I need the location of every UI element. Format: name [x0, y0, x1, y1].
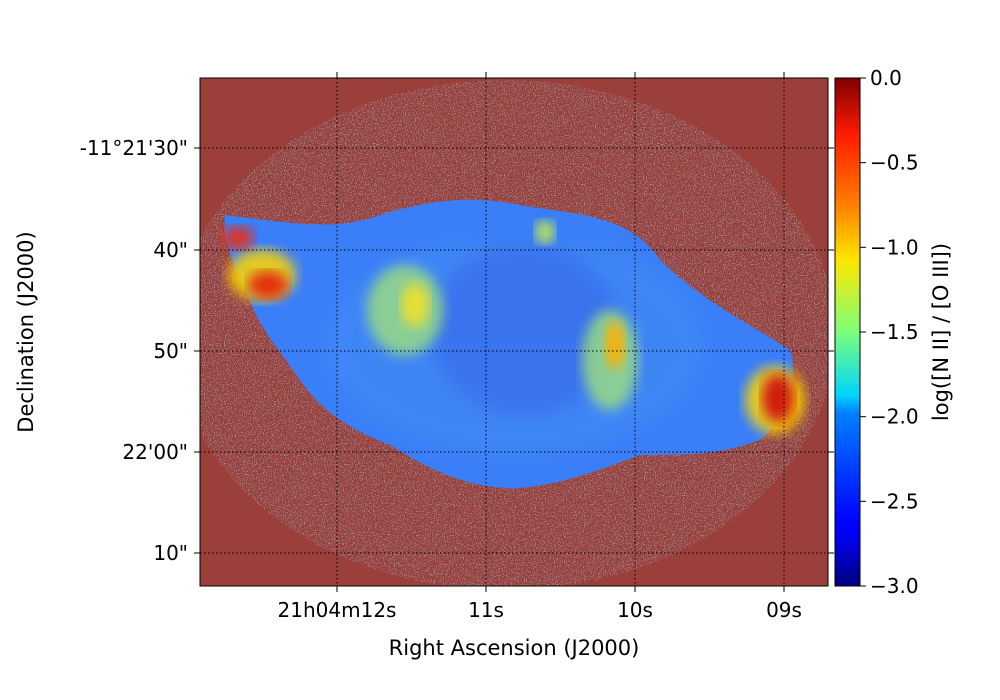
x-tick-label: 11s	[468, 598, 504, 622]
x-axis-label: Right Ascension (J2000)	[389, 636, 640, 660]
x-tick-label: 09s	[766, 598, 802, 622]
colorbar-tick-label: −2.5	[870, 489, 919, 513]
knot-north	[535, 220, 555, 244]
heatmap-plot-area: 21h04m12s 11s 10s 09s -11°21'30" 40" 50" 22'00…	[14, 72, 834, 660]
y-tick-label: 40"	[153, 238, 188, 262]
knot-west-outer	[762, 374, 794, 422]
colorbar-ticks: 0.0 −0.5 −1.0 −1.5 −2.0 −2.5 −3.0	[860, 66, 919, 598]
x-axis: 21h04m12s 11s 10s 09s	[278, 72, 802, 622]
filament-west-peak	[605, 321, 625, 369]
y-tick-label: 22'00"	[122, 440, 188, 464]
colorbar-label: log([N II] / [O III])	[929, 243, 953, 421]
y-tick-label: 50"	[153, 339, 188, 363]
plot-frame	[199, 77, 829, 587]
colorbar-tick-label: −0.5	[870, 151, 919, 175]
colorbar-gradient	[834, 77, 861, 587]
y-tick-label: -11°21'30"	[80, 136, 188, 160]
x-tick-label: 10s	[617, 598, 653, 622]
colorbar-tick-label: −1.5	[870, 320, 919, 344]
condensation-east-peak	[401, 283, 429, 327]
y-axis: -11°21'30" 40" 50" 22'00" 10"	[80, 136, 834, 565]
colorbar-tick-label: 0.0	[870, 66, 902, 90]
x-tick-label: 21h04m12s	[278, 598, 397, 622]
colorbar-tick-label: −3.0	[870, 574, 919, 598]
knot-east-tip	[222, 226, 254, 250]
colorbar-tick-label: −2.0	[870, 405, 919, 429]
y-axis-label: Declination (J2000)	[14, 231, 38, 432]
grid-lines	[200, 78, 828, 586]
knot-east-outer	[248, 271, 288, 299]
colorbar: 0.0 −0.5 −1.0 −1.5 −2.0 −2.5 −3.0 log([N II] /…	[834, 66, 953, 598]
colorbar-tick-label: −1.0	[870, 235, 919, 259]
y-tick-label: 10"	[153, 541, 188, 565]
